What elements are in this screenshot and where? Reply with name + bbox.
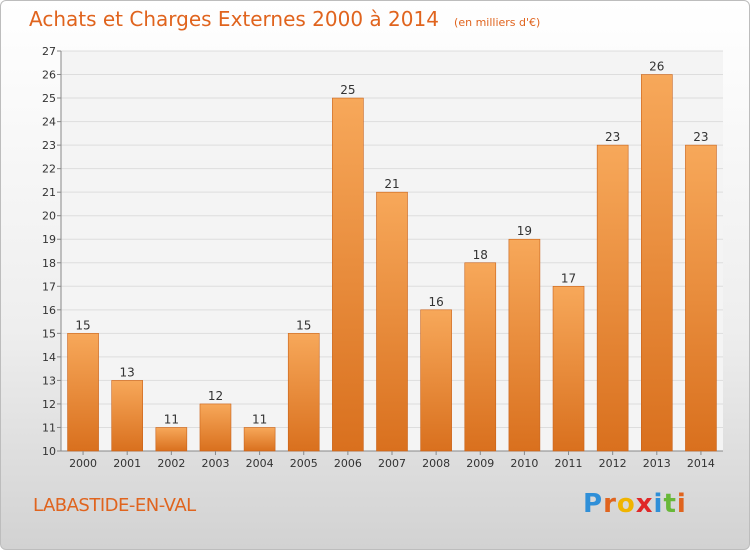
y-tick-label: 21: [42, 186, 56, 199]
logo-letter: i: [653, 489, 664, 519]
y-tick-label: 23: [42, 139, 56, 152]
bar-value-label: 11: [252, 412, 267, 426]
bar: [376, 191, 408, 452]
bar-value-label: 12: [208, 389, 223, 403]
x-tick-label: 2012: [599, 457, 627, 470]
bar-value-label: 11: [164, 412, 179, 426]
bar: [464, 262, 497, 452]
bar: [596, 144, 629, 452]
y-tick-label: 26: [42, 69, 56, 82]
x-tick-label: 2009: [466, 457, 494, 470]
bar: [155, 427, 188, 452]
bar-value-label: 23: [605, 130, 620, 144]
bar: [685, 144, 717, 452]
bar: [287, 333, 320, 452]
bar: [420, 309, 452, 452]
proxiti-logo: Proxiti: [583, 489, 687, 519]
bar: [199, 403, 232, 452]
bar-value-label: 16: [428, 295, 443, 309]
bar-value-label: 21: [384, 177, 399, 191]
chart-subtitle: (en milliers d'€): [454, 16, 541, 29]
bar-value-label: 18: [473, 248, 488, 262]
x-tick-label: 2013: [643, 457, 671, 470]
x-tick-label: 2011: [555, 457, 583, 470]
bar-value-label: 17: [561, 271, 576, 285]
x-tick-label: 2003: [201, 457, 229, 470]
bar: [640, 74, 673, 452]
logo-letter: o: [616, 489, 636, 519]
x-tick-label: 2000: [69, 457, 97, 470]
y-tick-label: 17: [42, 280, 56, 293]
x-tick-label: 2005: [290, 457, 318, 470]
x-tick-label: 2014: [687, 457, 715, 470]
bar-value-label: 15: [75, 318, 90, 332]
bar-value-label: 26: [649, 60, 664, 74]
bar: [508, 238, 541, 452]
x-tick-label: 2004: [246, 457, 274, 470]
y-tick-label: 16: [42, 304, 56, 317]
x-tick-label: 2002: [157, 457, 185, 470]
y-tick-label: 15: [42, 327, 56, 340]
logo-letter: x: [635, 489, 654, 519]
y-tick-label: 20: [42, 210, 56, 223]
bar: [552, 285, 585, 452]
bar-value-label: 15: [296, 318, 311, 332]
logo-letter: P: [583, 489, 604, 519]
logo-letter: t: [663, 489, 677, 519]
bar-value-label: 13: [120, 365, 135, 379]
bar-value-label: 23: [693, 130, 708, 144]
y-tick-label: 24: [42, 116, 56, 129]
y-tick-label: 22: [42, 163, 56, 176]
title-line: Achats et Charges Externes 2000 à 2014 (…: [29, 7, 540, 31]
y-tick-label: 18: [42, 257, 56, 270]
bar: [332, 97, 364, 452]
y-tick-label: 10: [42, 445, 56, 458]
x-tick-label: 2001: [113, 457, 141, 470]
y-tick-label: 13: [42, 374, 56, 387]
town-name: LABASTIDE-EN-VAL: [33, 495, 196, 516]
y-tick-label: 14: [42, 351, 56, 364]
x-tick-label: 2008: [422, 457, 450, 470]
bar: [243, 427, 276, 452]
bar: [67, 333, 99, 452]
y-tick-label: 19: [42, 233, 56, 246]
y-tick-label: 25: [42, 92, 56, 105]
bar: [111, 380, 143, 452]
y-tick-label: 12: [42, 398, 56, 411]
bar-value-label: 25: [340, 83, 355, 97]
bar-value-label: 19: [517, 224, 532, 238]
y-tick-label: 27: [42, 45, 56, 58]
y-tick-label: 11: [42, 421, 56, 434]
logo-letter: i: [676, 489, 687, 519]
x-tick-label: 2007: [378, 457, 406, 470]
chart-title: Achats et Charges Externes 2000 à 2014: [29, 7, 439, 31]
logo-letter: r: [603, 489, 617, 519]
x-tick-label: 2010: [510, 457, 538, 470]
x-tick-label: 2006: [334, 457, 362, 470]
